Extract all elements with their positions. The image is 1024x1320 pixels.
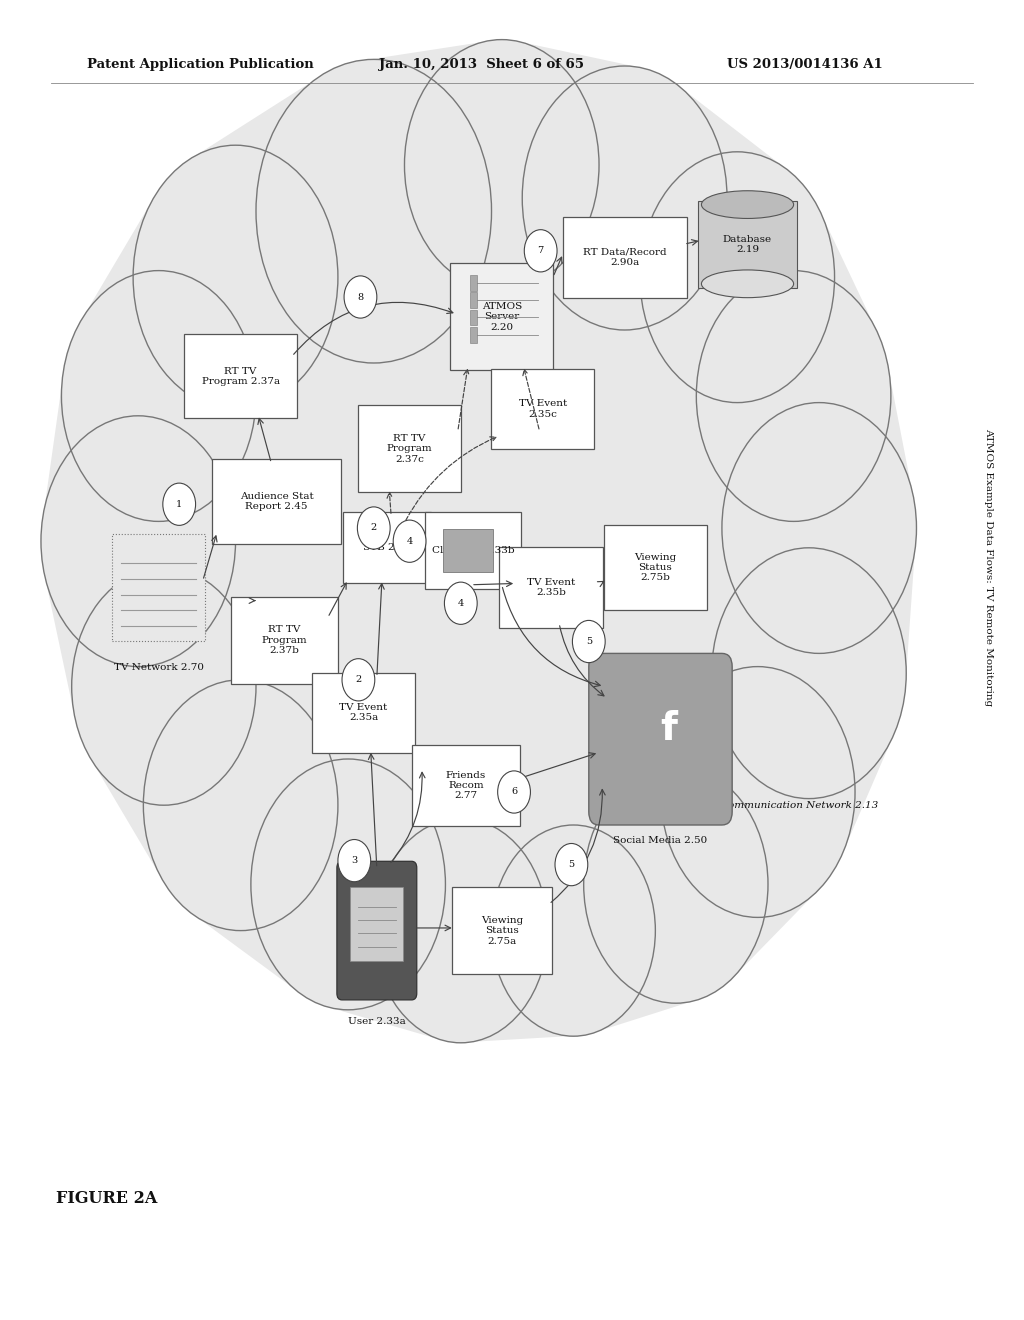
FancyBboxPatch shape: [231, 597, 338, 684]
Text: Viewing
Status
2.75b: Viewing Status 2.75b: [634, 553, 677, 582]
Circle shape: [555, 843, 588, 886]
Text: TV Network 2.70: TV Network 2.70: [114, 663, 204, 672]
Text: Audience Stat
Report 2.45: Audience Stat Report 2.45: [240, 492, 313, 511]
FancyBboxPatch shape: [112, 533, 205, 640]
Text: TV Event
2.35a: TV Event 2.35a: [339, 704, 388, 722]
Circle shape: [256, 59, 492, 363]
Circle shape: [357, 507, 390, 549]
Text: TV Event
2.35c: TV Event 2.35c: [518, 400, 567, 418]
Text: 3: 3: [351, 857, 357, 865]
Text: Social Media 2.50: Social Media 2.50: [613, 836, 708, 845]
Circle shape: [522, 66, 727, 330]
Text: RT Data/Record
2.90a: RT Data/Record 2.90a: [583, 248, 667, 267]
Text: RT TV
Program
2.37c: RT TV Program 2.37c: [387, 434, 432, 463]
Circle shape: [163, 483, 196, 525]
Circle shape: [492, 825, 655, 1036]
Circle shape: [640, 152, 835, 403]
FancyBboxPatch shape: [443, 529, 493, 572]
Text: Jan. 10, 2013  Sheet 6 of 65: Jan. 10, 2013 Sheet 6 of 65: [379, 58, 584, 71]
Text: Friends
Recom
2.77: Friends Recom 2.77: [445, 771, 486, 800]
Text: Communication Network 2.13: Communication Network 2.13: [720, 801, 878, 809]
Circle shape: [498, 771, 530, 813]
Text: 1: 1: [176, 500, 182, 508]
Circle shape: [338, 840, 371, 882]
Text: 8: 8: [357, 293, 364, 301]
Circle shape: [393, 520, 426, 562]
FancyBboxPatch shape: [492, 370, 594, 449]
FancyBboxPatch shape: [589, 653, 732, 825]
FancyBboxPatch shape: [452, 887, 552, 974]
FancyBboxPatch shape: [358, 405, 461, 492]
Text: 2: 2: [355, 676, 361, 684]
FancyBboxPatch shape: [311, 672, 416, 752]
FancyBboxPatch shape: [470, 327, 477, 343]
Text: Patent Application Publication: Patent Application Publication: [87, 58, 313, 71]
FancyBboxPatch shape: [604, 525, 707, 610]
Ellipse shape: [701, 191, 794, 218]
Text: 4: 4: [407, 537, 413, 545]
Text: f: f: [660, 710, 677, 747]
FancyBboxPatch shape: [470, 310, 477, 326]
Circle shape: [404, 40, 599, 290]
Text: Database
2.19: Database 2.19: [723, 235, 772, 253]
Circle shape: [584, 766, 768, 1003]
Circle shape: [41, 416, 236, 667]
FancyBboxPatch shape: [412, 744, 520, 826]
FancyBboxPatch shape: [212, 459, 341, 544]
Text: 7: 7: [538, 247, 544, 255]
Circle shape: [572, 620, 605, 663]
FancyBboxPatch shape: [470, 293, 477, 309]
Text: 5: 5: [568, 861, 574, 869]
Text: User 2.33a: User 2.33a: [348, 1016, 406, 1026]
Circle shape: [712, 548, 906, 799]
FancyBboxPatch shape: [184, 334, 297, 418]
FancyBboxPatch shape: [451, 263, 553, 370]
FancyBboxPatch shape: [698, 201, 797, 288]
FancyBboxPatch shape: [563, 216, 686, 297]
Circle shape: [722, 403, 916, 653]
Text: 5: 5: [586, 638, 592, 645]
Text: STB 2.01: STB 2.01: [364, 544, 411, 552]
Polygon shape: [41, 40, 916, 1043]
Text: Viewing
Status
2.75a: Viewing Status 2.75a: [480, 916, 523, 945]
Text: 6: 6: [511, 788, 517, 796]
Circle shape: [524, 230, 557, 272]
Ellipse shape: [701, 271, 794, 298]
FancyBboxPatch shape: [425, 512, 521, 589]
Circle shape: [660, 667, 855, 917]
Circle shape: [344, 276, 377, 318]
FancyBboxPatch shape: [350, 887, 403, 961]
Text: RT TV
Program
2.37b: RT TV Program 2.37b: [262, 626, 307, 655]
Text: US 2013/0014136 A1: US 2013/0014136 A1: [727, 58, 883, 71]
Text: 2: 2: [371, 524, 377, 532]
Text: RT TV
Program 2.37a: RT TV Program 2.37a: [202, 367, 280, 385]
Circle shape: [133, 145, 338, 409]
Text: TV Event
2.35b: TV Event 2.35b: [526, 578, 575, 597]
Circle shape: [696, 271, 891, 521]
Circle shape: [143, 680, 338, 931]
Text: ATMOS
Server
2.20: ATMOS Server 2.20: [481, 302, 522, 331]
Circle shape: [444, 582, 477, 624]
FancyBboxPatch shape: [343, 512, 431, 583]
Circle shape: [374, 818, 548, 1043]
Text: ATMOS Example Data Flows: TV Remote Monitoring: ATMOS Example Data Flows: TV Remote Moni…: [984, 429, 992, 706]
Text: Client TV 2.33b: Client TV 2.33b: [432, 546, 514, 554]
Text: 4: 4: [458, 599, 464, 607]
Text: FIGURE 2A: FIGURE 2A: [56, 1191, 158, 1206]
Circle shape: [72, 568, 256, 805]
Circle shape: [61, 271, 256, 521]
Circle shape: [251, 759, 445, 1010]
FancyBboxPatch shape: [337, 862, 417, 1001]
FancyBboxPatch shape: [470, 276, 477, 290]
Circle shape: [342, 659, 375, 701]
FancyBboxPatch shape: [500, 546, 602, 627]
